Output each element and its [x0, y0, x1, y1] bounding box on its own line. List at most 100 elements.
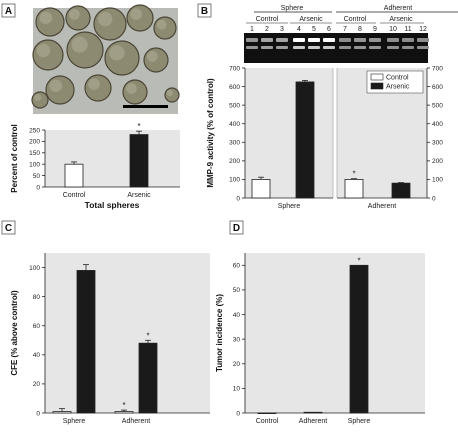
bar-sphere-control	[251, 179, 271, 199]
gel-lane-number: 1	[250, 26, 254, 33]
y-axis-title: Percent of control	[10, 124, 19, 192]
y-tick-label: 500	[432, 102, 443, 109]
gel-lane-number: 3	[280, 26, 284, 33]
gel-band-lower	[369, 46, 381, 49]
x-category-label: Control	[63, 192, 86, 199]
y-tick-label: 400	[229, 121, 240, 128]
gel-lane-number: 2	[265, 26, 269, 33]
legend-swatch-control	[370, 73, 384, 81]
x-group-label: Sphere	[63, 418, 86, 425]
gel-treatment-3: Control	[344, 16, 367, 23]
y-tick-label: 100	[29, 265, 40, 272]
gel-band-lower	[402, 46, 414, 49]
y-tick-label: 40	[33, 352, 41, 359]
bar-sphere-control	[52, 411, 72, 414]
svg-text:C: C	[5, 223, 12, 234]
gel-band-lower	[276, 46, 288, 49]
y-tick-label: 250	[29, 127, 40, 134]
y-tick-label: 100	[229, 177, 240, 184]
gel-lane-number: 9	[373, 26, 377, 33]
x-group-label: Sphere	[278, 203, 301, 210]
gel-band-upper	[323, 38, 335, 42]
gel-band-upper	[402, 38, 414, 42]
y-tick-label: 100	[29, 162, 40, 169]
gel-band-upper	[293, 38, 305, 42]
y-tick-label: 600	[432, 84, 443, 91]
svg-text:B: B	[201, 6, 208, 17]
y-tick-label: 100	[432, 177, 443, 184]
legend-entry-arsenic: Arsenic	[386, 84, 410, 91]
y-axis-title: MMP-9 activity (% of control)	[206, 78, 215, 188]
panel-a-micrograph	[31, 4, 180, 114]
x-category-label: Sphere	[348, 418, 371, 425]
gel-lane-number: 4	[297, 26, 301, 33]
bar-sphere-arsenic	[76, 270, 96, 414]
sphere-cluster-image	[31, 4, 180, 109]
gel-band-upper	[339, 38, 351, 42]
gel-band-lower	[293, 46, 305, 49]
gel-band-lower	[387, 46, 399, 49]
svg-text:D: D	[233, 223, 240, 234]
bar-control	[64, 163, 84, 188]
y-tick-label: 400	[432, 121, 443, 128]
plot-area	[245, 253, 425, 413]
plot-area-sphere	[245, 68, 333, 198]
gel-lane-number: 7	[343, 26, 347, 33]
gel-lane-number: 12	[419, 26, 427, 33]
y-tick-label: 20	[233, 361, 241, 368]
y-tick-label: 300	[229, 140, 240, 147]
y-tick-label: 200	[432, 158, 443, 165]
bar-adherent-control	[344, 179, 364, 199]
gel-band-upper	[261, 38, 273, 42]
significance-marker: *	[137, 122, 140, 131]
x-group-label: Adherent	[368, 203, 396, 210]
gel-treatment-1: Control	[256, 16, 279, 23]
gel-band-lower	[339, 46, 351, 49]
gel-band-lower	[261, 46, 273, 49]
y-tick-label: 40	[233, 312, 241, 319]
gel-band-lower	[246, 46, 258, 49]
y-tick-label: 50	[33, 173, 41, 180]
bar-adherent-control	[114, 411, 134, 414]
y-tick-label: 50	[233, 287, 241, 294]
gel-band-upper	[387, 38, 399, 42]
bar-sphere	[349, 264, 369, 414]
y-tick-label: 30	[233, 336, 241, 343]
x-category-label: Adherent	[299, 418, 327, 425]
x-axis-title: Total spheres	[85, 200, 140, 210]
gel-band-upper	[308, 38, 320, 42]
gel-treatment-2: Arsenic	[299, 16, 323, 23]
y-tick-label: 300	[432, 140, 443, 147]
bar-adherent	[303, 411, 323, 414]
y-tick-label: 0	[432, 195, 436, 202]
y-tick-label: 700	[432, 65, 443, 72]
chart-d-tumor-incidence: 0 10 20 30 40 50 60 Control Adherent * Sphere Tumor…	[215, 253, 425, 425]
gel-group-sphere: Sphere	[281, 5, 304, 12]
gel-band-upper	[276, 38, 288, 42]
gel-treatment-4: Arsenic	[389, 16, 413, 23]
significance-marker: *	[122, 401, 125, 410]
y-tick-label: 600	[229, 84, 240, 91]
y-tick-label: 60	[233, 263, 241, 270]
scale-bar	[123, 105, 168, 108]
panel-label-d: D	[229, 220, 244, 235]
y-tick-label: 0	[236, 410, 240, 417]
y-tick-label: 500	[229, 102, 240, 109]
y-tick-label: 10	[233, 386, 241, 393]
gel-lane-number: 8	[358, 26, 362, 33]
gel-lane-number: 5	[312, 26, 316, 33]
gel-lane-number: 10	[389, 26, 397, 33]
gel-group-adherent: Adherent	[384, 5, 412, 12]
significance-marker: *	[357, 256, 360, 265]
gel-lane-number: 11	[404, 26, 411, 33]
y-axis-title: Tumor incidence (%)	[215, 294, 224, 372]
y-tick-label: 200	[29, 139, 40, 146]
plot-area	[45, 253, 210, 413]
gel-band-lower	[354, 46, 366, 49]
svg-text:A: A	[5, 6, 12, 17]
gel-band-upper	[417, 38, 429, 42]
zymography-gel: Sphere Adherent Control Arsenic Control …	[244, 5, 458, 63]
significance-marker: *	[146, 331, 149, 340]
